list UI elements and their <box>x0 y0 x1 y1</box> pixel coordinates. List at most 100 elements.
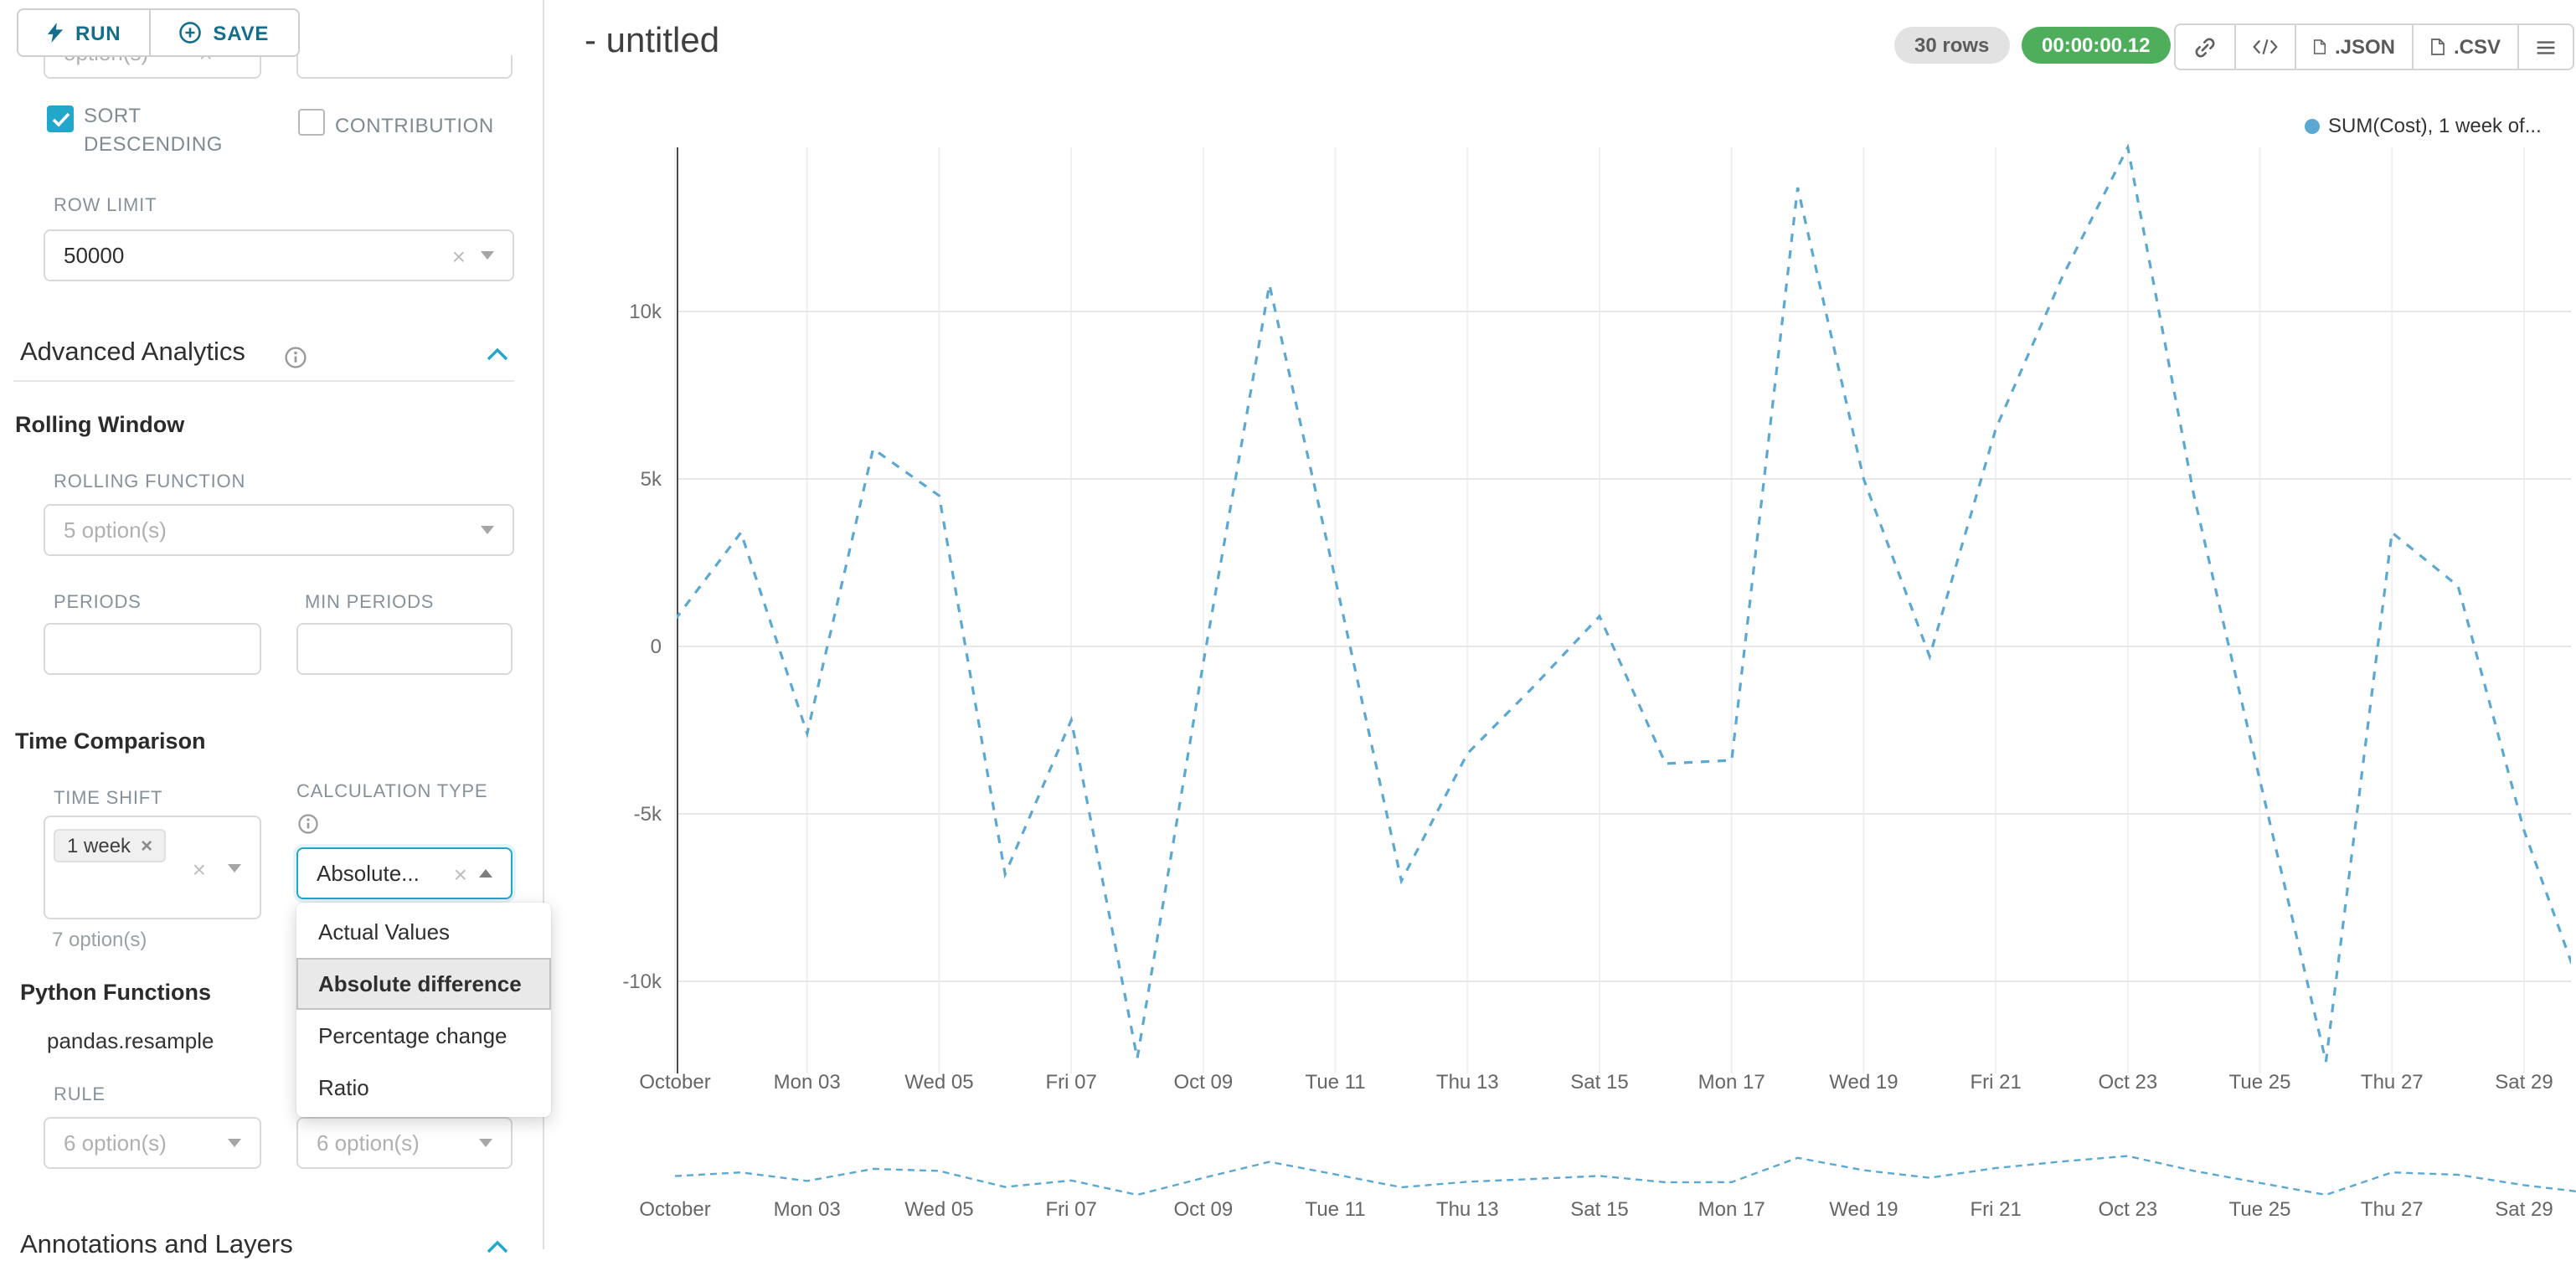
check-icon <box>51 111 70 126</box>
min-periods-input[interactable] <box>296 623 513 675</box>
pandas-resample-label: pandas.resample <box>47 1028 214 1053</box>
legend-dot-icon <box>2305 118 2320 133</box>
mini-x-axis-label: October <box>639 1198 710 1221</box>
page-title: - untitled <box>585 22 720 60</box>
calc-type-option[interactable]: Absolute difference <box>296 958 551 1010</box>
row-limit-value: 50000 <box>64 243 125 268</box>
time-shift-options-hint: 7 option(s) <box>52 928 147 951</box>
mini-x-axis-label: Mon 03 <box>774 1198 841 1221</box>
rolling-function-select[interactable]: 5 option(s) <box>44 504 514 556</box>
run-button[interactable]: RUN <box>18 10 150 55</box>
save-button[interactable]: SAVE <box>149 10 298 55</box>
x-axis-label: Oct 23 <box>2099 1071 2158 1094</box>
periods-label: PERIODS <box>54 593 142 613</box>
chevron-down-icon <box>479 1139 492 1147</box>
x-axis-label: Sat 15 <box>1570 1071 1628 1094</box>
rule-select[interactable]: 6 option(s) <box>44 1117 261 1169</box>
mini-x-axis-label: Wed 05 <box>904 1198 973 1221</box>
legend-label: SUM(Cost), 1 week of... <box>2328 114 2542 137</box>
chart-panel: - untitled 30 rows 00:00:00.12 .JSON <box>543 0 2576 1249</box>
clear-icon[interactable]: × <box>453 860 467 887</box>
calculation-type-dropdown: Actual Values Absolute difference Percenta… <box>296 903 551 1117</box>
x-axis-label: Tue 11 <box>1306 1071 1366 1094</box>
info-icon <box>285 347 307 368</box>
calculation-type-select[interactable]: Absolute... × <box>296 847 513 899</box>
x-axis-label: Oct 09 <box>1174 1071 1234 1094</box>
chart-menu-button[interactable] <box>2517 23 2574 70</box>
chevron-down-icon <box>228 1139 241 1147</box>
run-button-label: RUN <box>75 21 121 44</box>
mini-x-axis-label: Fri 07 <box>1045 1198 1096 1221</box>
clear-icon[interactable]: × <box>451 242 466 269</box>
y-axis-label: -5k <box>634 803 662 826</box>
export-json-button[interactable]: .JSON <box>2295 23 2414 70</box>
x-axis-label: Tue 25 <box>2229 1071 2291 1094</box>
sort-descending-label: SORT DESCENDING <box>84 104 224 156</box>
chevron-down-icon <box>481 526 494 534</box>
mini-x-axis-label: Sat 29 <box>2495 1198 2553 1221</box>
mini-x-axis-label: Mon 17 <box>1698 1198 1765 1221</box>
row-limit-label: ROW LIMIT <box>54 196 157 216</box>
mini-x-axis-label: Oct 23 <box>2099 1198 2158 1221</box>
code-icon <box>2253 39 2278 54</box>
collapse-chevron-up-icon[interactable] <box>486 347 509 362</box>
min-periods-label: MIN PERIODS <box>305 593 435 613</box>
chevron-up-icon <box>479 869 492 878</box>
sort-descending-checkbox[interactable] <box>47 106 74 132</box>
row-count-badge: 30 rows <box>1894 27 2010 64</box>
collapse-chevron-up-icon[interactable] <box>486 1239 509 1254</box>
y-axis-label: 5k <box>641 468 662 491</box>
calculation-type-label: CALCULATION TYPE <box>296 782 488 802</box>
file-icon <box>2313 39 2326 54</box>
remove-tag-icon[interactable]: × <box>141 834 153 857</box>
embed-code-button[interactable] <box>2234 23 2296 70</box>
file-icon <box>2431 39 2445 55</box>
periods-input[interactable] <box>44 623 261 675</box>
plus-circle-icon <box>179 22 202 44</box>
mini-x-axis-label: Oct 09 <box>1174 1198 1234 1221</box>
x-axis-label: October <box>639 1071 710 1094</box>
row-limit-select[interactable]: 50000 × <box>44 229 514 281</box>
time-comparison-title: Time Comparison <box>15 728 206 754</box>
copy-link-button[interactable] <box>2174 23 2236 70</box>
advanced-analytics-title: Advanced Analytics <box>20 338 245 367</box>
resample-method-placeholder: 6 option(s) <box>317 1130 420 1155</box>
mini-x-axis-label: Fri 21 <box>1970 1198 2021 1221</box>
time-shift-label: TIME SHIFT <box>54 789 163 809</box>
mini-x-axis-label: Thu 27 <box>2361 1198 2424 1221</box>
y-axis-label: 10k <box>629 301 662 323</box>
contribution-label: CONTRIBUTION <box>335 114 494 137</box>
clear-icon[interactable]: × <box>192 856 206 883</box>
contribution-checkbox[interactable] <box>298 109 325 136</box>
series-line[interactable] <box>675 144 2576 1063</box>
hamburger-menu-icon <box>2537 40 2555 54</box>
rolling-window-title: Rolling Window <box>15 412 185 437</box>
x-axis-label: Fri 21 <box>1970 1071 2021 1094</box>
export-csv-button[interactable]: .CSV <box>2412 23 2519 70</box>
mini-x-axis-label: Wed 19 <box>1829 1198 1898 1221</box>
y-axis-label: 0 <box>651 636 662 658</box>
calc-type-option[interactable]: Percentage change <box>318 1023 507 1048</box>
calc-type-option[interactable]: Ratio <box>318 1075 369 1100</box>
x-axis-label: Wed 05 <box>904 1071 973 1094</box>
export-csv-label: .CSV <box>2453 35 2501 59</box>
timeseries-chart[interactable]: 10k 5k 0 -5k -10k October Mon 03 Wed 05 Fri 07 Oc… <box>544 92 2576 1239</box>
time-shift-multiselect[interactable]: 1 week × × <box>44 816 261 919</box>
rolling-function-placeholder: 5 option(s) <box>64 517 167 543</box>
chevron-down-icon <box>228 864 241 872</box>
mini-x-axis-label: Tue 25 <box>2229 1198 2291 1221</box>
chart-legend[interactable]: SUM(Cost), 1 week of... <box>2305 114 2542 137</box>
rule-label: RULE <box>54 1085 106 1105</box>
resample-method-select[interactable]: 6 option(s) <box>296 1117 513 1169</box>
rule-placeholder: 6 option(s) <box>64 1130 167 1155</box>
rolling-function-label: ROLLING FUNCTION <box>54 472 246 492</box>
mini-preview-line[interactable] <box>674 1155 2576 1197</box>
export-json-label: .JSON <box>2334 35 2395 59</box>
mini-x-axis-label: Sat 15 <box>1570 1198 1628 1221</box>
x-axis-label: Thu 27 <box>2361 1071 2424 1094</box>
calc-type-option[interactable]: Actual Values <box>318 919 451 944</box>
chevron-down-icon <box>481 251 494 260</box>
mini-x-axis-label: Tue 11 <box>1306 1198 1366 1221</box>
time-shift-tag[interactable]: 1 week × <box>54 829 167 862</box>
